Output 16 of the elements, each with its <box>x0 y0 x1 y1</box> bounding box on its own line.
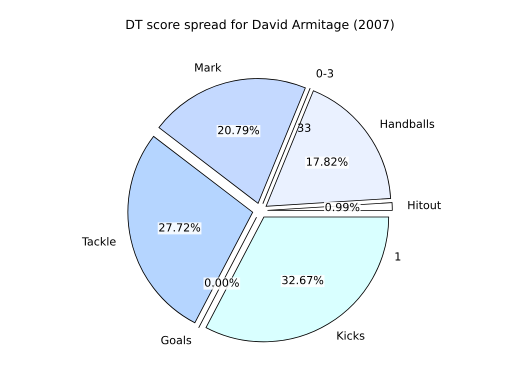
data-label: 17.82% <box>306 157 348 166</box>
data-label: 0.99% <box>325 202 360 212</box>
slice-label: Mark <box>195 63 222 72</box>
text: 1 <box>395 252 400 260</box>
data-label: 20.79% <box>218 126 260 134</box>
slice-label: Handballs <box>380 119 434 128</box>
slice-label: Tackle <box>82 237 116 246</box>
category-label: 0-3 <box>316 69 334 78</box>
text: 33 <box>298 124 310 132</box>
chart-title: DT score spread for David Armitage (2007) <box>126 20 394 32</box>
text: 0.00% <box>204 278 239 287</box>
slice-label: Hitout <box>408 200 441 210</box>
slice-label: Kicks <box>337 331 364 340</box>
data-label: 32.67% <box>282 276 324 284</box>
data-label: 27.72% <box>159 223 200 232</box>
category-label: Goals <box>161 336 192 344</box>
